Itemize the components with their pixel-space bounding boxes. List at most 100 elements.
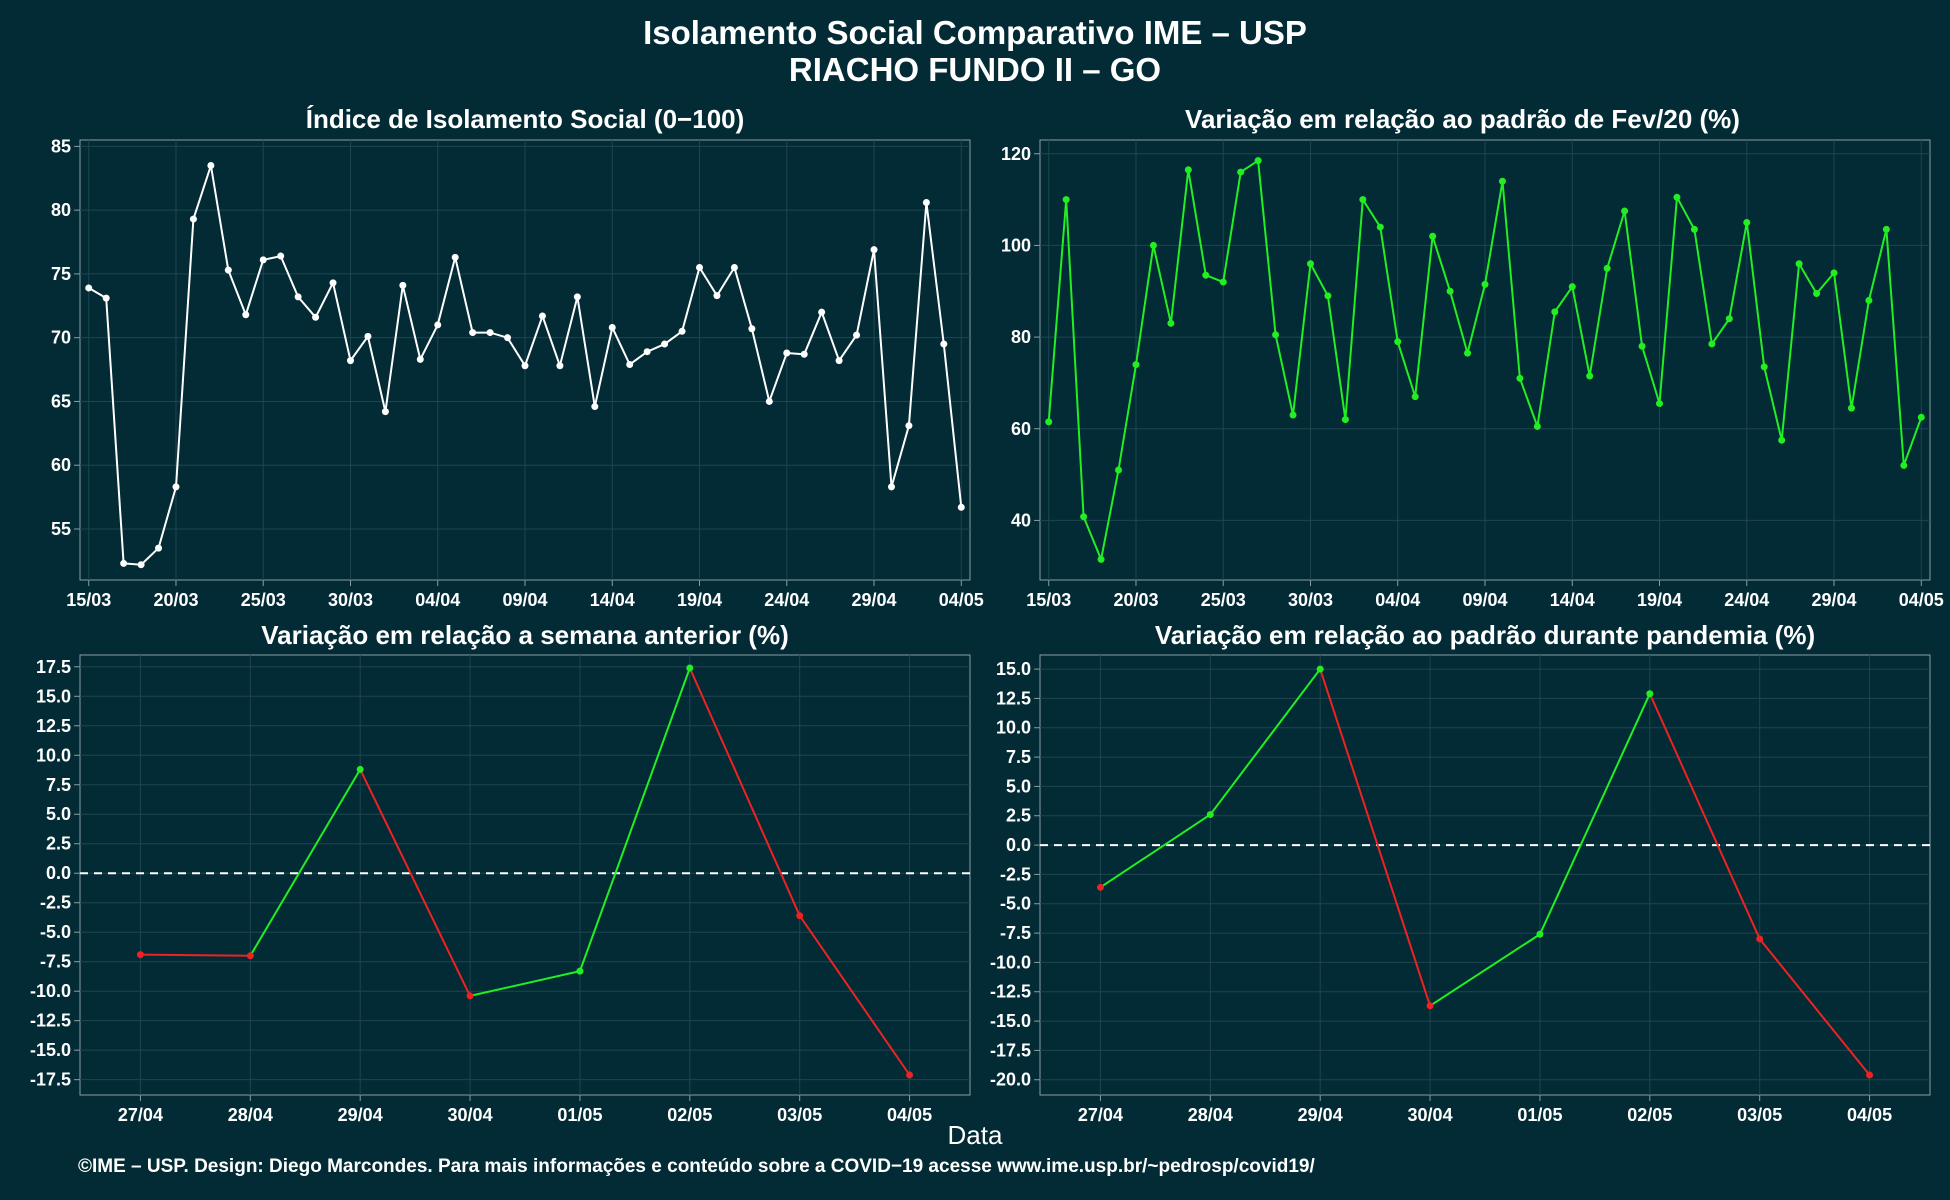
y-tick-label: -2.5: [1000, 864, 1031, 884]
data-point: [1237, 168, 1245, 176]
data-point: [1272, 331, 1280, 339]
x-tick-label: 25/03: [1201, 590, 1246, 610]
data-point: [1533, 422, 1541, 430]
x-tick-label: 09/04: [1462, 590, 1507, 610]
y-tick-label: -5.0: [1000, 894, 1031, 914]
y-tick-label: 5.0: [1006, 776, 1031, 796]
y-tick-label: 12.5: [36, 716, 71, 736]
x-tick-label: 29/04: [1298, 1105, 1343, 1125]
data-point: [1080, 513, 1088, 521]
data-point: [1115, 466, 1123, 474]
data-point: [346, 357, 354, 365]
y-tick-label: 10.0: [36, 745, 71, 765]
data-point: [1813, 290, 1821, 298]
series-segment: [1099, 813, 1211, 889]
data-point: [224, 266, 232, 274]
y-tick-label: 55: [51, 519, 71, 539]
data-point: [451, 253, 459, 261]
data-point: [364, 332, 372, 340]
main-subtitle: RIACHO FUNDO II – GO: [788, 51, 1162, 88]
panel-frame: [79, 654, 971, 1096]
data-point: [1690, 225, 1698, 233]
x-tick-label: 14/04: [1550, 590, 1595, 610]
data-point: [686, 664, 694, 672]
series-segment: [1539, 693, 1651, 935]
y-tick-label: -12.5: [990, 982, 1031, 1002]
x-tick-label: 01/05: [1517, 1105, 1562, 1125]
y-tick-label: -10.0: [30, 981, 71, 1001]
data-point: [207, 162, 215, 170]
y-tick-label: 2.5: [46, 834, 71, 854]
data-point: [887, 483, 895, 491]
data-point: [818, 308, 826, 316]
y-tick-label: -10.0: [990, 952, 1031, 972]
data-point: [1516, 374, 1524, 382]
x-tick-label: 30/04: [1408, 1105, 1453, 1125]
main-title: Isolamento Social Comparativo IME – USP: [643, 14, 1307, 51]
x-tick-label: 24/04: [1724, 590, 1769, 610]
x-tick-label: 15/03: [1026, 590, 1071, 610]
data-point: [1481, 280, 1489, 288]
data-point: [189, 215, 197, 223]
data-point: [416, 355, 424, 363]
data-point: [329, 279, 337, 287]
data-point: [556, 362, 564, 370]
data-point: [1464, 349, 1472, 357]
x-tick-label: 04/05: [1899, 590, 1944, 610]
series-segment: [1429, 933, 1541, 1007]
y-tick-label: 15.0: [36, 686, 71, 706]
data-point: [469, 329, 477, 337]
y-tick-label: 80: [51, 200, 71, 220]
panel-fev: 40 60 80 100 120 15/03 20/03 25/03 30/03 04/04 09/…: [1001, 139, 1944, 610]
y-tick-label: -5.0: [40, 922, 71, 942]
x-tick-label: 04/04: [1375, 590, 1420, 610]
data-point: [1149, 241, 1157, 249]
x-tick-label: 03/05: [1737, 1105, 1782, 1125]
data-point: [155, 544, 163, 552]
data-point: [957, 503, 965, 511]
data-point: [312, 313, 320, 321]
data-point: [1132, 361, 1140, 369]
data-point: [1254, 157, 1262, 165]
data-point: [1411, 393, 1419, 401]
data-point: [1865, 296, 1873, 304]
y-tick-label: 100: [1001, 235, 1031, 255]
data-point: [242, 311, 250, 319]
y-tick-label: -2.5: [40, 893, 71, 913]
y-tick-label: 80: [1011, 327, 1031, 347]
y-tick-label: 60: [1011, 419, 1031, 439]
series-segment: [140, 953, 251, 957]
data-point: [1536, 930, 1544, 938]
series-segment: [1209, 668, 1321, 816]
y-tick-label: 12.5: [996, 688, 1031, 708]
data-point: [1917, 413, 1925, 421]
series-segment: [1648, 693, 1761, 940]
data-point: [1167, 319, 1175, 327]
y-tick-label: -7.5: [1000, 923, 1031, 943]
data-point: [608, 323, 616, 331]
panel-pandemia: -20.0 -17.5 -15.0 -12.5 -10.0 -7.5 -5.0 -2.5 0.0…: [990, 654, 1931, 1125]
panel-index: 55 60 65 70 75 80 85 15/03 20/03 25/03 30/03 04/04 0…: [51, 136, 984, 610]
series-segment: [688, 667, 801, 917]
data-point: [1900, 461, 1908, 469]
data-point: [853, 331, 861, 339]
x-tick-label: 19/04: [677, 590, 722, 610]
data-point: [1638, 342, 1646, 350]
x-tick-label: 02/05: [667, 1105, 712, 1125]
data-point: [85, 284, 93, 292]
data-point: [1202, 271, 1210, 279]
data-point: [1656, 400, 1664, 408]
data-point: [870, 246, 878, 254]
data-point: [1394, 338, 1402, 346]
data-point: [730, 264, 738, 272]
series-segment: [1758, 938, 1871, 1076]
series-segment: [578, 667, 691, 972]
footer-credit: ©IME – USP. Design: Diego Marcondes. Par…: [78, 1156, 1315, 1177]
data-point: [783, 349, 791, 357]
panel-title-fev: Variação em relação ao padrão de Fev/20 …: [1185, 104, 1740, 134]
data-point: [277, 252, 285, 260]
series-segment: [798, 915, 911, 1076]
y-tick-label: 0.0: [46, 863, 71, 883]
y-tick-label: -20.0: [990, 1070, 1031, 1090]
panel-title-semana: Variação em relação a semana anterior (%…: [261, 620, 789, 650]
